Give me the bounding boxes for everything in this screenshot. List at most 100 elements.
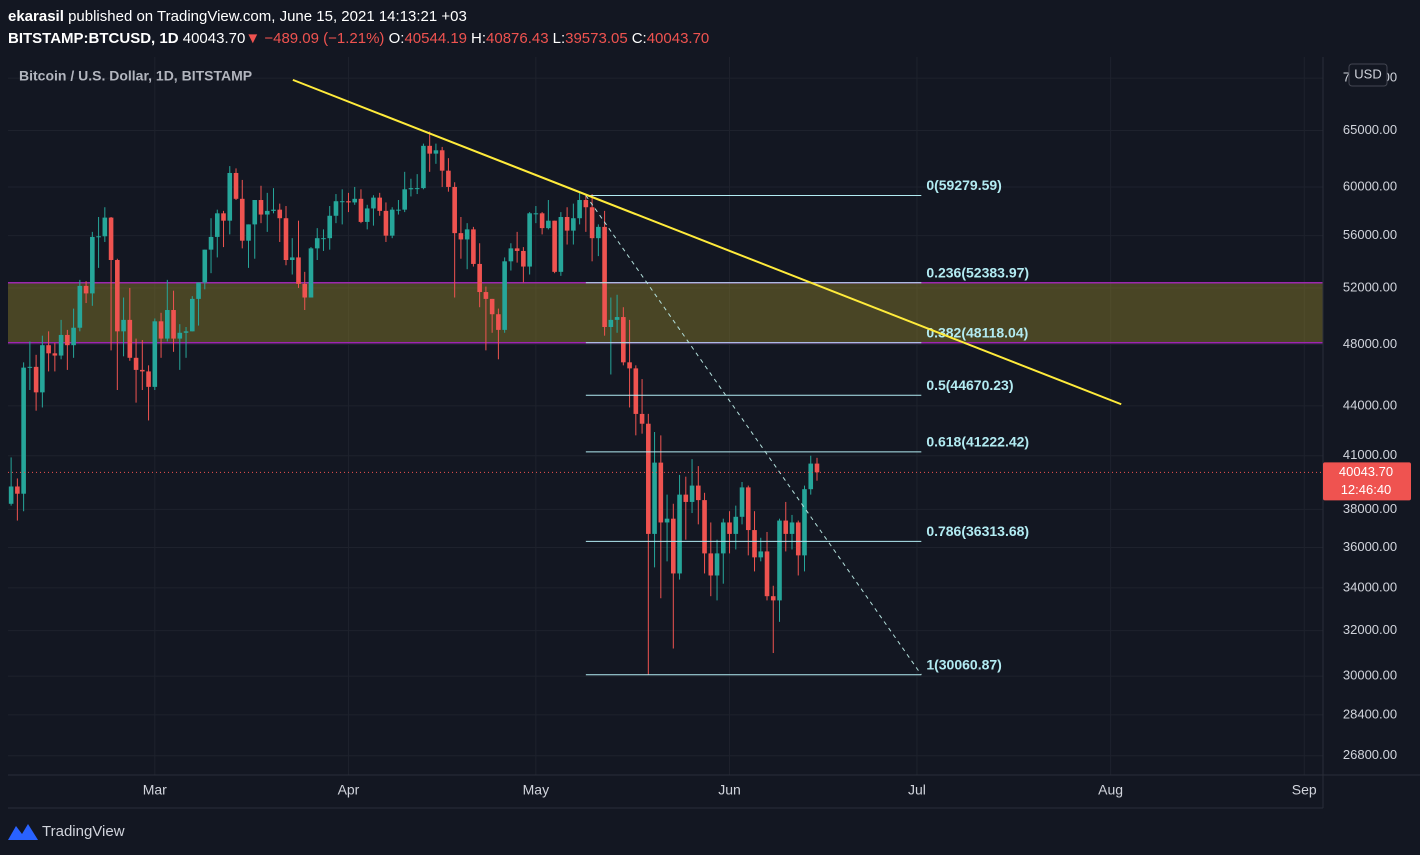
x-tick-label: Sep: [1292, 782, 1317, 798]
candle-body: [539, 213, 545, 229]
candle-body: [571, 218, 576, 231]
candle-body: [96, 236, 101, 238]
candle-body: [558, 216, 564, 272]
ohlc-value: 40043.70: [646, 30, 710, 47]
candle-body: [383, 210, 389, 236]
candle-body: [140, 369, 145, 372]
candle-body: [377, 197, 382, 211]
candle-body: [302, 283, 308, 298]
candle-body: [739, 487, 745, 517]
candle-body: [58, 334, 64, 356]
candle-body: [108, 217, 114, 261]
candle-body: [720, 522, 726, 554]
candle-body: [514, 248, 520, 251]
candle-body: [196, 282, 201, 299]
candle-body: [521, 250, 526, 267]
candle-body: [433, 150, 439, 154]
candle-body: [396, 209, 401, 211]
fib-trend: [585, 195, 922, 676]
y-tick-label: 65000.00: [1343, 122, 1397, 137]
candle-body: [564, 216, 570, 231]
candle-body: [652, 462, 657, 534]
ohlc: O:40544.19 H:40876.43 L:39573.05 C:40043.70: [389, 30, 714, 47]
currency[interactable]: USD: [1354, 66, 1381, 81]
fib-label: 0.786(36313.68): [926, 523, 1029, 539]
candle-body: [508, 248, 514, 262]
candle-body: [414, 188, 420, 190]
y-tick-label: 38000.00: [1343, 501, 1397, 516]
candle-body: [164, 310, 170, 339]
candle-body: [333, 201, 339, 216]
candle-body: [458, 233, 464, 240]
candle-body: [202, 249, 208, 283]
candle-body: [752, 530, 757, 558]
candle-body: [408, 188, 414, 190]
candle-body: [808, 463, 814, 490]
y-tick-label: 56000.00: [1343, 227, 1397, 242]
candle-body: [27, 366, 33, 368]
candle-body: [764, 551, 770, 597]
candle-body: [733, 516, 739, 534]
symbol: BITSTAMP:BTCUSD, 1D: [8, 30, 179, 47]
candle-body: [115, 260, 120, 332]
logo-text: TradingView: [42, 823, 125, 840]
candle-body: [33, 366, 39, 393]
candle-body: [227, 172, 233, 221]
y-tick-label: 36000.00: [1343, 539, 1397, 554]
y-tick-label: 32000.00: [1343, 622, 1397, 637]
candle-body: [189, 298, 195, 332]
y-tick-label: 34000.00: [1343, 579, 1397, 594]
candle-body: [258, 200, 264, 215]
arrow: ▼: [245, 30, 261, 47]
candle-body: [727, 522, 732, 534]
ohlc-key: L:: [552, 30, 566, 47]
candle-body: [677, 494, 682, 574]
candle-body: [208, 236, 214, 250]
header: ekarasil published on TradingView.com, J…: [8, 6, 713, 50]
fib-label: 0(59279.59): [926, 177, 1002, 193]
candle-body: [646, 423, 651, 534]
candle-body: [483, 292, 489, 299]
fib-label: 0.382(48118.04): [926, 324, 1028, 340]
candle-body: [683, 494, 689, 502]
candle-body: [177, 332, 183, 339]
logo: TradingView: [8, 823, 125, 840]
candle-body: [40, 345, 45, 393]
currency-button[interactable]: [1348, 63, 1388, 87]
candle-body: [102, 217, 108, 237]
ohlc-value: 39573.05: [565, 30, 628, 47]
candle-body: [121, 319, 126, 332]
candle-body: [633, 368, 639, 414]
candle-body: [83, 285, 89, 294]
candle-body: [502, 261, 507, 330]
candle-body: [321, 238, 326, 240]
candle-body: [8, 486, 14, 504]
candle-body: [214, 213, 220, 237]
candle-body: [639, 413, 645, 424]
candle-body: [671, 518, 676, 574]
candle-body: [358, 198, 364, 222]
candle-body: [52, 353, 58, 356]
candle-body: [627, 362, 632, 369]
candle-body: [389, 209, 395, 236]
candle-body: [745, 487, 751, 531]
candle-body: [527, 213, 532, 267]
price-box: [1323, 462, 1411, 501]
publish-line: ekarasil published on TradingView.com, J…: [8, 6, 713, 28]
candle-body: [283, 218, 289, 261]
candle-body: [602, 226, 607, 328]
candle-body: [446, 170, 451, 187]
ohlc-key: H:: [471, 30, 487, 47]
candle-body: [783, 520, 789, 534]
candle-body: [583, 200, 589, 208]
y-tick-label: 41000.00: [1343, 447, 1397, 462]
y-tick-label: 26800.00: [1343, 747, 1397, 762]
candle-body: [577, 200, 582, 219]
fib-label: 0.618(41222.42): [926, 434, 1029, 450]
fib-label: 0.5(44670.23): [926, 377, 1013, 393]
y-tick-label: 44000.00: [1343, 397, 1397, 412]
ohlc-key: C:: [631, 30, 647, 47]
candle-body: [264, 210, 270, 215]
x-tick-label: Jul: [908, 782, 926, 798]
candle-body: [802, 489, 807, 556]
